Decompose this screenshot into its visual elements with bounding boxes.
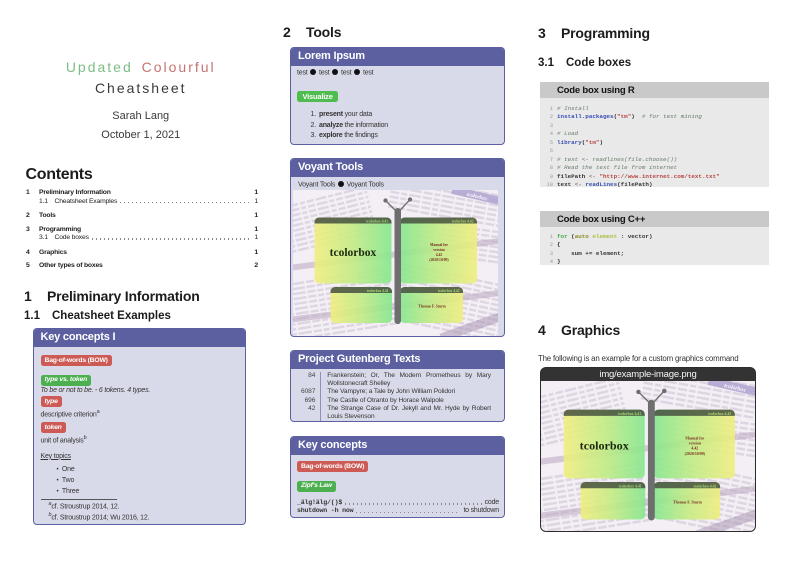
svg-text:tcolorbox: tcolorbox bbox=[580, 439, 629, 453]
svg-text:(2020/10/09): (2020/10/09) bbox=[429, 258, 449, 262]
svg-text:tcolorbox 4.42: tcolorbox 4.42 bbox=[452, 220, 474, 224]
svg-text:tcolorbox 4.41: tcolorbox 4.41 bbox=[366, 220, 388, 224]
svg-text:(2020/10/09): (2020/10/09) bbox=[685, 452, 706, 456]
svg-text:tcolorbox 4.42: tcolorbox 4.42 bbox=[708, 412, 731, 416]
svg-text:Manual for: Manual for bbox=[685, 436, 704, 440]
svg-text:tcolorbox 4.41: tcolorbox 4.41 bbox=[619, 484, 642, 488]
svg-text:tcolorbox 4.41: tcolorbox 4.41 bbox=[618, 412, 641, 416]
svg-text:tcolorbox: tcolorbox bbox=[723, 383, 746, 394]
svg-text:tcolorbox 4.42: tcolorbox 4.42 bbox=[693, 484, 716, 488]
svg-text:Manual for: Manual for bbox=[430, 243, 448, 247]
svg-text:tcolorbox: tcolorbox bbox=[466, 192, 488, 203]
svg-text:version: version bbox=[689, 442, 702, 446]
svg-text:4.42: 4.42 bbox=[436, 253, 443, 257]
svg-text:Thomas F. Sturm: Thomas F. Sturm bbox=[673, 500, 703, 504]
svg-text:4.42: 4.42 bbox=[691, 447, 698, 451]
svg-text:Thomas F. Sturm: Thomas F. Sturm bbox=[418, 305, 446, 309]
svg-text:tcolorbox 4.42: tcolorbox 4.42 bbox=[438, 289, 460, 293]
svg-text:tcolorbox 4.41: tcolorbox 4.41 bbox=[367, 289, 389, 293]
svg-text:tcolorbox: tcolorbox bbox=[330, 247, 377, 259]
svg-text:version: version bbox=[433, 248, 444, 252]
